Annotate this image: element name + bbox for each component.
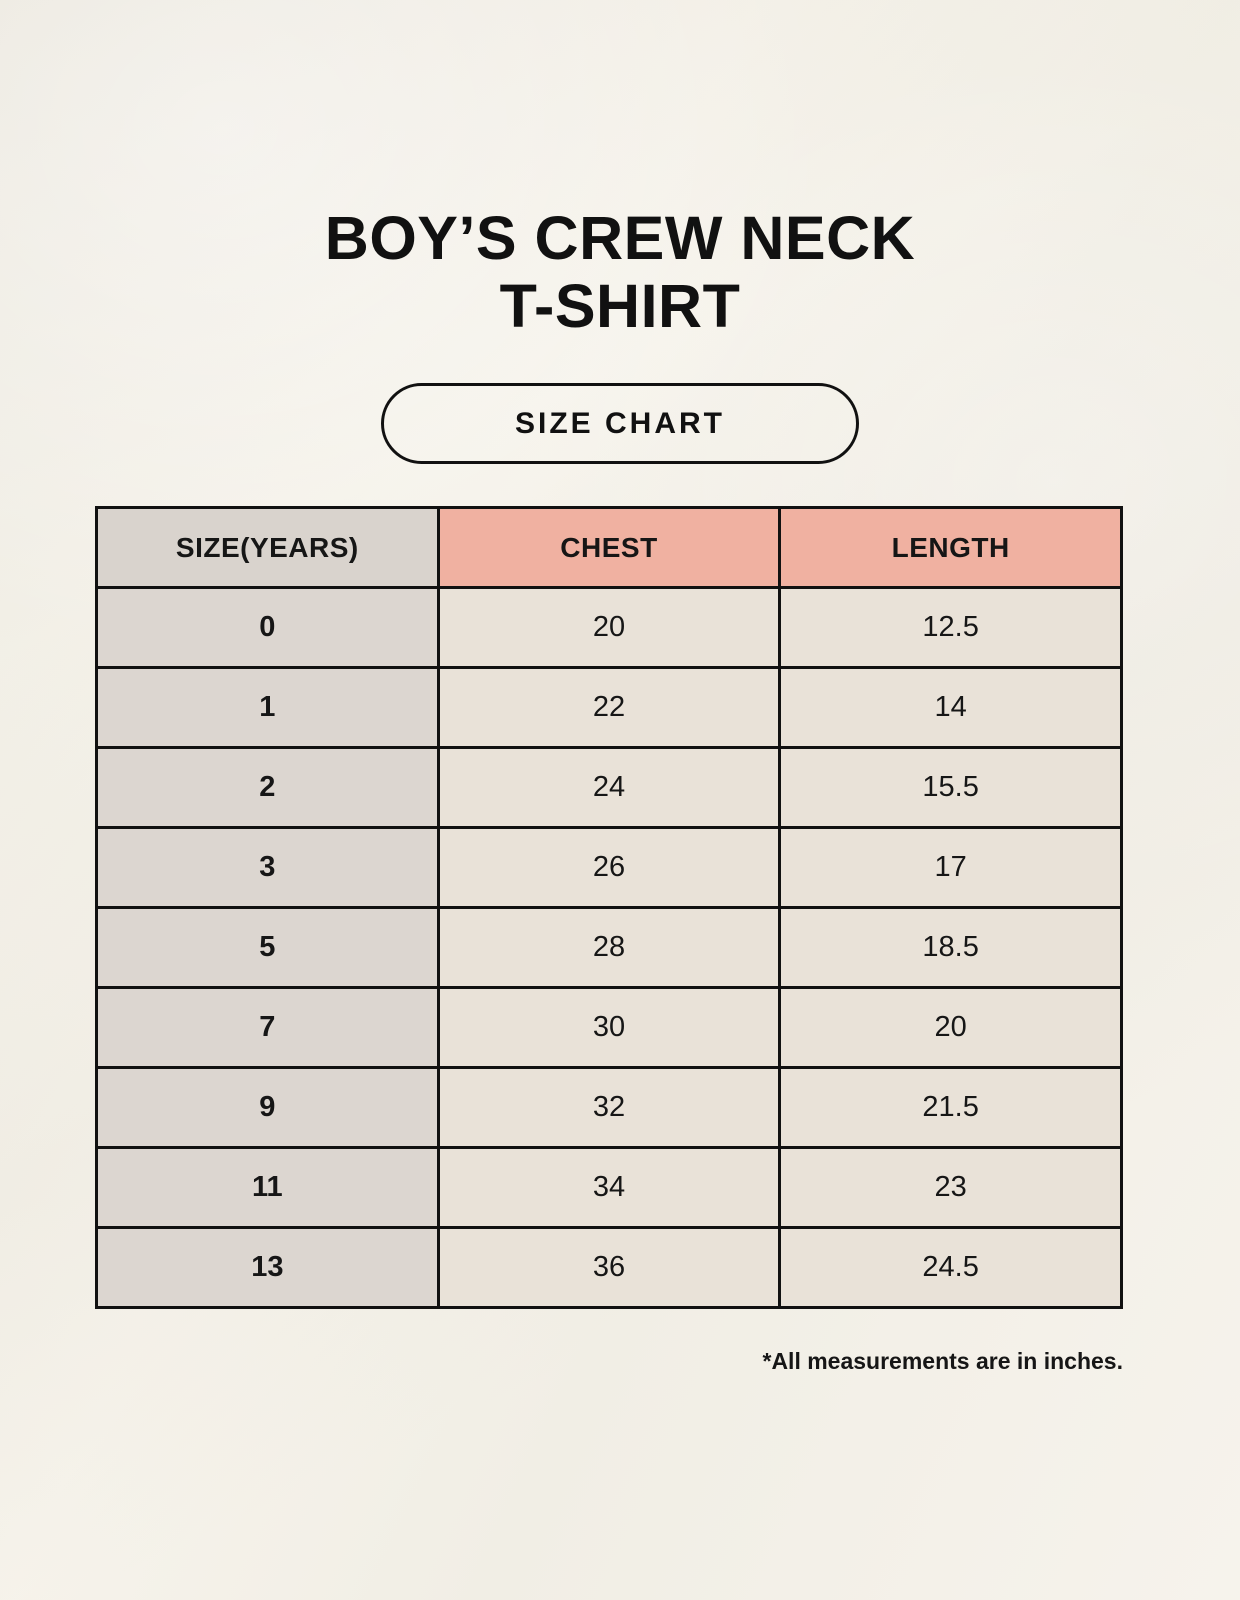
length-cell: 20 [778, 986, 1123, 1069]
chest-cell: 30 [436, 986, 782, 1069]
table-row: 13 36 24.5 [95, 1226, 1123, 1309]
length-cell: 14 [778, 666, 1123, 749]
column-header-length: LENGTH [778, 506, 1123, 589]
length-cell: 18.5 [778, 906, 1123, 989]
chest-cell: 32 [436, 1066, 782, 1149]
column-header-size: SIZE(YEARS) [95, 506, 440, 589]
size-chart-table: SIZE(YEARS) CHEST LENGTH 0 20 12.5 1 22 14 2 24… [95, 506, 1123, 1309]
size-cell: 5 [95, 906, 440, 989]
size-cell: 9 [95, 1066, 440, 1149]
length-cell: 21.5 [778, 1066, 1123, 1149]
chest-cell: 28 [436, 906, 782, 989]
size-cell: 3 [95, 826, 440, 909]
table-row: 9 32 21.5 [95, 1066, 1123, 1149]
length-cell: 12.5 [778, 586, 1123, 669]
size-chart-badge-label: SIZE CHART [515, 406, 725, 440]
length-cell: 24.5 [778, 1226, 1123, 1309]
table-row: 2 24 15.5 [95, 746, 1123, 829]
header-row: SIZE(YEARS) CHEST LENGTH [95, 506, 1123, 589]
column-header-chest: CHEST [436, 506, 782, 589]
size-cell: 1 [95, 666, 440, 749]
table-row: 1 22 14 [95, 666, 1123, 749]
table-row: 0 20 12.5 [95, 586, 1123, 669]
size-chart-table-body: 0 20 12.5 1 22 14 2 24 15.5 3 26 17 5 28 18.5 7 30 20 9 32 2… [95, 586, 1123, 1309]
chest-cell: 20 [436, 586, 782, 669]
size-cell: 7 [95, 986, 440, 1069]
size-cell: 11 [95, 1146, 440, 1229]
page-title: BOY’S CREW NECK T-SHIRT [0, 204, 1240, 341]
size-chart-badge[interactable]: SIZE CHART [381, 383, 859, 464]
chest-cell: 24 [436, 746, 782, 829]
chest-cell: 26 [436, 826, 782, 909]
size-cell: 13 [95, 1226, 440, 1309]
length-cell: 23 [778, 1146, 1123, 1229]
table-row: 11 34 23 [95, 1146, 1123, 1229]
chest-cell: 36 [436, 1226, 782, 1309]
table-row: 3 26 17 [95, 826, 1123, 909]
table-row: 7 30 20 [95, 986, 1123, 1069]
chest-cell: 34 [436, 1146, 782, 1229]
table-row: 5 28 18.5 [95, 906, 1123, 989]
page-title-line1: BOY’S CREW NECK [324, 204, 916, 272]
measurements-footnote: *All measurements are in inches. [762, 1348, 1124, 1374]
length-cell: 17 [778, 826, 1123, 909]
chest-cell: 22 [436, 666, 782, 749]
size-cell: 2 [95, 746, 440, 829]
length-cell: 15.5 [778, 746, 1123, 829]
size-cell: 0 [95, 586, 440, 669]
page-title-line2: T-SHIRT [499, 272, 741, 341]
size-chart-table-head: SIZE(YEARS) CHEST LENGTH [95, 506, 1123, 589]
